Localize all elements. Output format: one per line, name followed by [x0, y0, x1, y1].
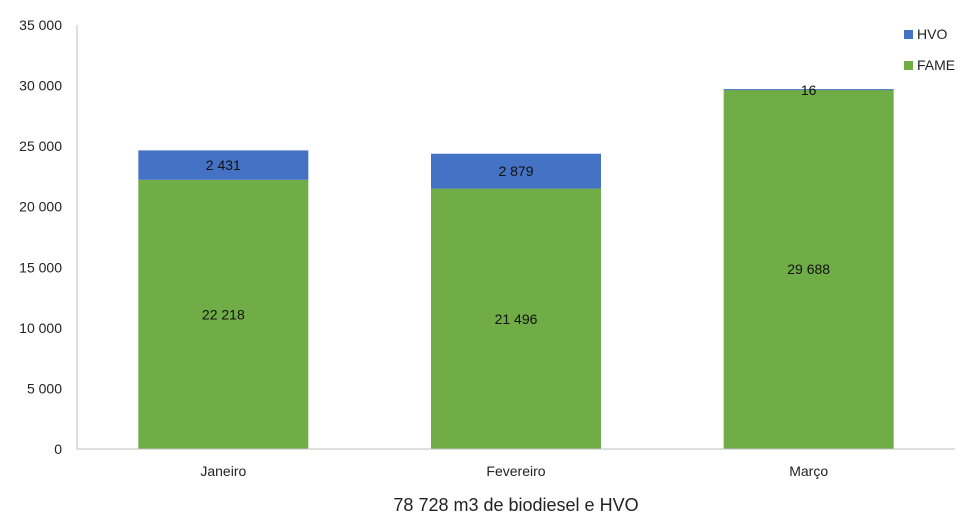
bar-fame-1 — [138, 179, 309, 450]
data-label-hvo-2: 2 879 — [498, 163, 533, 179]
legend-label-fame: FAME — [917, 57, 955, 73]
x-axis: Janeiro Fevereiro Março — [77, 448, 955, 479]
y-axis: 0 5 000 10 000 15 000 20 000 25 000 30 000 35 0… — [19, 17, 78, 457]
y-tick-label: 30 000 — [19, 78, 62, 94]
y-tick-label: 25 000 — [19, 138, 62, 154]
data-label-hvo-3: 16 — [801, 82, 817, 98]
bar-hvo-1 — [138, 150, 309, 180]
legend: HVO FAME — [904, 26, 955, 73]
x-tick-label: Janeiro — [200, 463, 246, 479]
y-tick-label: 20 000 — [19, 199, 62, 215]
x-tick-label: Fevereiro — [486, 463, 545, 479]
y-tick-label: 0 — [54, 441, 62, 457]
y-tick-label: 15 000 — [19, 259, 62, 275]
bar-hvo-3 — [723, 89, 894, 91]
y-tick-label: 35 000 — [19, 17, 62, 33]
x-tick-label: Março — [789, 463, 828, 479]
legend-swatch-hvo — [904, 30, 913, 39]
data-label-fame-2: 21 496 — [495, 311, 538, 327]
legend-label-hvo: HVO — [917, 26, 947, 42]
chart-title: 78 728 m3 de biodiesel e HVO — [393, 495, 638, 515]
data-labels: 22 218 2 431 21 496 2 879 29 688 16 — [202, 82, 830, 327]
y-tick-label: 10 000 — [19, 320, 62, 336]
data-label-fame-3: 29 688 — [787, 261, 830, 277]
bar-hvo-2 — [431, 153, 601, 189]
legend-swatch-fame — [904, 61, 913, 70]
bars — [138, 89, 894, 450]
bar-fame-3 — [723, 89, 894, 450]
y-tick-label: 5 000 — [27, 380, 62, 396]
bar-fame-2 — [431, 188, 601, 449]
data-label-hvo-1: 2 431 — [206, 157, 241, 173]
data-label-fame-1: 22 218 — [202, 306, 245, 322]
